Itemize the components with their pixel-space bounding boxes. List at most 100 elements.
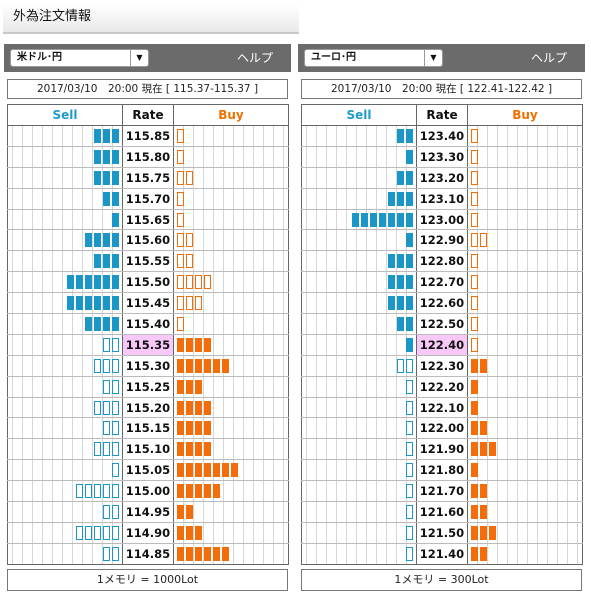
buy-volume-block (195, 400, 202, 415)
unit-legend: 1メモリ = 300Lot (301, 568, 582, 591)
buy-volume-block (222, 546, 229, 561)
order-book-row: 115.10 (7, 438, 289, 461)
sell-volume-cell (7, 522, 123, 544)
sell-volume-cell (301, 417, 417, 440)
rate-cell: 115.00 (122, 480, 174, 503)
sell-order-block (103, 546, 110, 561)
sell-volume-block (85, 296, 92, 311)
order-book-row: 122.10 (301, 397, 583, 419)
help-link[interactable]: ヘルプ (530, 51, 567, 65)
buy-order-block (471, 296, 478, 311)
sell-order-block (103, 400, 110, 415)
buy-volume-block (186, 442, 193, 457)
sell-volume-block (94, 129, 101, 143)
sell-volume-cell (301, 125, 417, 147)
sell-volume-cell (301, 438, 417, 461)
sell-volume-cell (7, 271, 123, 294)
order-book-row: 115.00 (7, 480, 289, 503)
rate-cell: 115.75 (122, 167, 174, 189)
sell-volume-cell (7, 313, 123, 335)
sell-volume-cell (301, 522, 417, 544)
buy-volume-cell (173, 459, 289, 482)
timestamp-box: 2017/03/10 20:00 現在 [ 122.41-122.42 ] (301, 79, 582, 99)
buy-order-block (177, 191, 184, 206)
buy-volume-block (177, 546, 184, 561)
sell-volume-cell (301, 146, 417, 168)
rate-cell: 115.30 (122, 355, 174, 377)
buy-order-block (186, 254, 193, 269)
chevron-down-icon[interactable]: ▼ (424, 50, 442, 66)
help-link[interactable]: ヘルプ (236, 51, 273, 65)
sell-order-block (103, 525, 110, 540)
currency-pair-select[interactable]: 米ドル･円 ▼ (10, 49, 149, 67)
sell-order-block (112, 525, 119, 540)
buy-volume-block (480, 546, 487, 561)
buy-volume-cell (173, 397, 289, 419)
buy-order-block (471, 191, 478, 206)
sell-volume-cell (301, 480, 417, 503)
order-book-row: 122.20 (301, 376, 583, 398)
buy-volume-block (471, 463, 478, 478)
buy-volume-cell (467, 188, 583, 210)
sell-order-block (94, 442, 101, 457)
sell-volume-block (103, 191, 110, 206)
sell-volume-cell (7, 480, 123, 503)
sell-volume-block (103, 233, 110, 248)
buy-volume-block (480, 525, 487, 540)
buy-volume-cell (467, 146, 583, 168)
currency-pair-select[interactable]: ユーロ･円 ▼ (304, 49, 443, 67)
currency-pair-value: ユーロ･円 (311, 52, 356, 63)
sell-volume-block (85, 233, 92, 248)
buy-volume-block (177, 337, 184, 352)
sell-volume-block (103, 317, 110, 332)
sell-volume-cell (7, 209, 123, 231)
rate-cell: 115.10 (122, 438, 174, 461)
eur-jpy-panel: ユーロ･円 ▼ ヘルプ 2017/03/10 20:00 現在 [ 122.41… (298, 44, 585, 591)
buy-volume-block (177, 400, 184, 415)
sell-volume-cell (7, 438, 123, 461)
buy-order-block (177, 254, 184, 269)
chevron-down-icon[interactable]: ▼ (130, 50, 148, 66)
buy-volume-cell (467, 209, 583, 231)
panel-toolbar: 米ドル･円 ▼ ヘルプ (4, 44, 291, 72)
sell-order-block (406, 400, 413, 415)
buy-volume-block (471, 442, 478, 457)
order-book-row: 122.50 (301, 313, 583, 335)
rate-cell: 121.60 (416, 501, 468, 523)
buy-order-block (186, 275, 193, 290)
sell-volume-block (406, 254, 413, 269)
sell-volume-block (103, 275, 110, 290)
buy-volume-cell (467, 229, 583, 252)
buy-volume-cell (173, 292, 289, 315)
sell-order-block (397, 358, 404, 373)
sell-order-block (85, 484, 92, 499)
buy-volume-block (213, 463, 220, 478)
rate-cell: 123.30 (416, 146, 468, 168)
unit-legend: 1メモリ = 1000Lot (7, 568, 288, 591)
sell-volume-block (85, 317, 92, 332)
rate-cell: 122.00 (416, 417, 468, 440)
buy-volume-block (195, 337, 202, 352)
buy-volume-block (480, 505, 487, 520)
buy-volume-block (186, 484, 193, 499)
buy-volume-block (204, 442, 211, 457)
buy-order-block (177, 212, 184, 227)
buy-volume-block (177, 525, 184, 540)
buy-volume-block (480, 442, 487, 457)
panel-toolbar: ユーロ･円 ▼ ヘルプ (298, 44, 585, 72)
buy-volume-block (222, 358, 229, 373)
buy-volume-block (480, 421, 487, 436)
buy-volume-block (177, 484, 184, 499)
order-book-row: 122.70 (301, 271, 583, 294)
buy-volume-cell (173, 334, 289, 356)
buy-volume-block (213, 358, 220, 373)
order-book-row: 115.70 (7, 188, 289, 210)
sell-volume-block (112, 233, 119, 248)
sell-header: Sell (7, 104, 123, 126)
rate-cell: 121.50 (416, 522, 468, 544)
rate-cell: 115.65 (122, 209, 174, 231)
sell-volume-block (94, 317, 101, 332)
sell-order-block (406, 421, 413, 436)
buy-volume-cell (173, 146, 289, 168)
order-book-row: 115.30 (7, 355, 289, 377)
